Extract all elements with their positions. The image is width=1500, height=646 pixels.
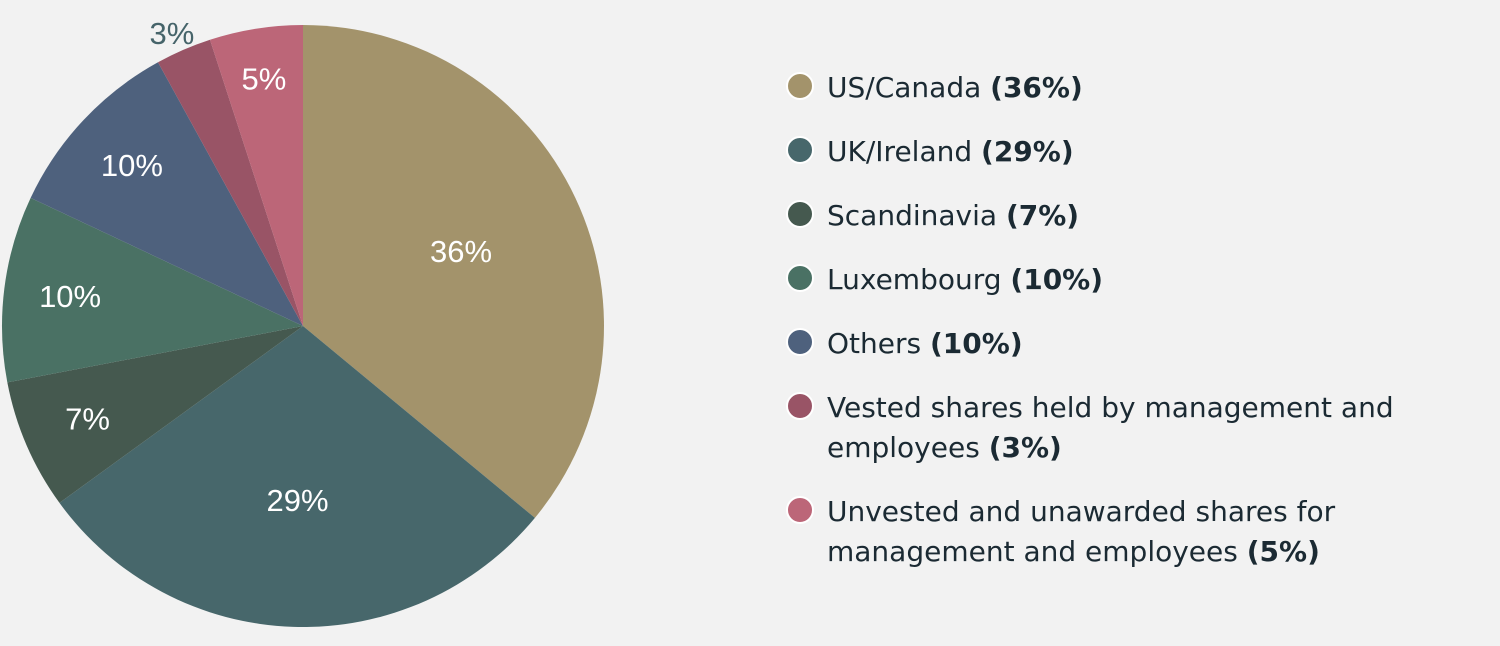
legend-label: Unvested and unawarded shares for manage…: [827, 495, 1336, 568]
legend-swatch: [786, 72, 814, 100]
pie-slice-1: [59, 326, 535, 627]
legend-label: Others: [827, 327, 930, 360]
pie-slice-5: [157, 39, 303, 326]
slice-value-label-5: 3%: [149, 16, 194, 51]
legend-swatch: [786, 328, 814, 356]
legend-swatch: [786, 264, 814, 292]
pie-slice-4: [30, 62, 304, 326]
legend-label: Scandinavia: [827, 199, 1006, 232]
legend-label: US/Canada: [827, 71, 991, 104]
pie-slice-2: [7, 326, 304, 503]
legend-item-3: Luxembourg (10%): [786, 260, 1486, 300]
pie-slice-0: [303, 25, 604, 518]
legend-item-4: Others (10%): [786, 324, 1486, 364]
slice-value-label-0: 36%: [430, 234, 492, 269]
pie-slice-6: [209, 25, 303, 326]
legend-percent: (5%): [1246, 535, 1320, 568]
legend-swatch: [786, 392, 814, 420]
slice-value-label-6: 5%: [241, 62, 286, 97]
legend-text: Luxembourg (10%): [827, 260, 1486, 300]
legend-text: US/Canada (36%): [827, 68, 1486, 108]
legend-percent: (10%): [930, 327, 1023, 360]
legend-item-2: Scandinavia (7%): [786, 196, 1486, 236]
legend-text: Scandinavia (7%): [827, 196, 1486, 236]
slice-value-label-4: 10%: [101, 148, 163, 183]
legend-label: Luxembourg: [827, 263, 1011, 296]
legend-item-5: Vested shares held by management and emp…: [786, 388, 1486, 468]
legend-percent: (29%): [981, 135, 1074, 168]
legend-swatch: [786, 200, 814, 228]
legend-item-0: US/Canada (36%): [786, 68, 1486, 108]
legend-item-6: Unvested and unawarded shares for manage…: [786, 492, 1486, 572]
legend-percent: (36%): [990, 71, 1083, 104]
slice-value-label-1: 29%: [266, 483, 328, 518]
legend-percent: (3%): [988, 431, 1062, 464]
legend-text: Unvested and unawarded shares for manage…: [827, 492, 1486, 572]
legend-label: UK/Ireland: [827, 135, 982, 168]
legend-item-1: UK/Ireland (29%): [786, 132, 1486, 172]
legend-text: Vested shares held by management and emp…: [827, 388, 1486, 468]
slice-value-label-2: 7%: [65, 402, 110, 437]
legend-percent: (10%): [1010, 263, 1104, 296]
legend-percent: (7%): [1005, 199, 1080, 232]
legend-label: Vested shares held by management and emp…: [827, 391, 1394, 464]
legend-swatch: [786, 496, 814, 524]
pie-chart: 36% 29% 7% 10% 10% 3% 5%: [1, 16, 604, 627]
pie-slice-3: [1, 197, 304, 383]
slice-value-label-3: 10%: [39, 279, 101, 314]
legend-swatch: [786, 136, 814, 164]
legend-text: Others (10%): [827, 324, 1486, 364]
legend-text: UK/Ireland (29%): [827, 132, 1486, 172]
